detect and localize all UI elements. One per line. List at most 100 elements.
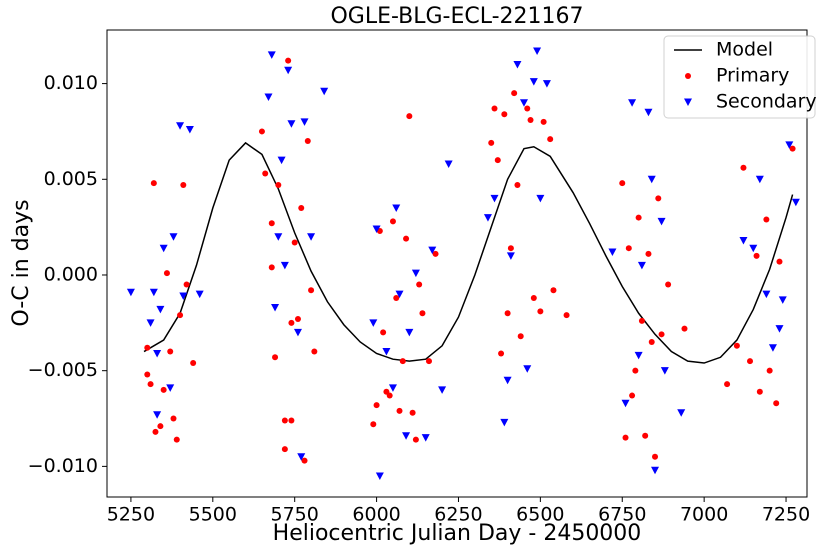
point bbox=[511, 90, 518, 97]
point bbox=[530, 294, 537, 301]
x-tick-label: 6750 bbox=[598, 504, 646, 526]
point bbox=[533, 47, 542, 56]
point bbox=[287, 120, 296, 128]
point bbox=[304, 138, 311, 145]
legend-marker bbox=[685, 73, 691, 79]
point bbox=[272, 354, 279, 361]
legend-box bbox=[663, 35, 816, 119]
x-tick-label: 6000 bbox=[352, 504, 400, 526]
point bbox=[523, 365, 532, 373]
y-axis-label: O-C in days bbox=[9, 199, 34, 326]
point bbox=[621, 399, 630, 408]
point bbox=[540, 118, 547, 125]
point bbox=[768, 344, 777, 352]
point bbox=[173, 436, 180, 443]
point bbox=[634, 351, 643, 360]
point bbox=[432, 250, 439, 257]
point bbox=[638, 317, 645, 324]
point bbox=[537, 308, 544, 315]
point bbox=[177, 312, 184, 319]
point bbox=[648, 338, 655, 345]
point bbox=[655, 195, 662, 202]
point bbox=[785, 141, 794, 149]
point bbox=[500, 418, 509, 427]
point bbox=[498, 350, 505, 357]
point bbox=[789, 145, 796, 152]
point bbox=[608, 248, 617, 257]
point bbox=[144, 344, 151, 351]
point bbox=[297, 453, 306, 461]
point bbox=[405, 328, 414, 337]
point bbox=[396, 407, 403, 414]
point bbox=[753, 252, 760, 259]
point bbox=[126, 288, 135, 297]
point bbox=[563, 312, 570, 319]
point bbox=[514, 182, 521, 189]
point bbox=[411, 269, 420, 278]
point bbox=[647, 175, 656, 184]
point bbox=[176, 122, 185, 130]
point bbox=[185, 126, 194, 134]
point bbox=[281, 417, 288, 424]
y-tick-label: −0.010 bbox=[28, 455, 98, 477]
chart-title: OGLE-BLG-ECL-221167 bbox=[330, 4, 583, 29]
point bbox=[157, 423, 164, 430]
point bbox=[660, 367, 669, 375]
point bbox=[438, 386, 447, 394]
point bbox=[152, 428, 159, 435]
point bbox=[380, 329, 387, 336]
point bbox=[285, 57, 292, 64]
point bbox=[527, 116, 534, 123]
x-tick-label: 5500 bbox=[189, 504, 237, 526]
point bbox=[386, 392, 393, 399]
point bbox=[389, 218, 396, 225]
point bbox=[373, 402, 380, 409]
point bbox=[370, 421, 377, 428]
point bbox=[288, 417, 295, 424]
point bbox=[733, 342, 740, 349]
point bbox=[147, 381, 154, 388]
point bbox=[300, 118, 309, 126]
point bbox=[763, 216, 770, 223]
x-tick-label: 5750 bbox=[271, 504, 319, 526]
point bbox=[264, 93, 273, 101]
point bbox=[153, 411, 162, 419]
y-tick-label: −0.005 bbox=[28, 359, 98, 381]
model-line bbox=[143, 141, 794, 364]
x-tick-label: 5250 bbox=[107, 504, 155, 526]
point bbox=[395, 290, 404, 299]
point bbox=[166, 384, 175, 392]
point bbox=[409, 409, 416, 416]
point bbox=[388, 384, 397, 392]
point bbox=[536, 194, 545, 203]
point bbox=[542, 80, 551, 88]
point bbox=[267, 51, 276, 59]
point bbox=[308, 287, 315, 294]
point bbox=[739, 237, 748, 245]
point bbox=[747, 358, 754, 365]
point bbox=[375, 472, 384, 480]
point bbox=[170, 415, 177, 422]
y-tick-label: 0.000 bbox=[44, 263, 98, 285]
point bbox=[444, 160, 453, 168]
point bbox=[159, 244, 168, 253]
point bbox=[402, 432, 411, 440]
point bbox=[293, 328, 302, 337]
x-tick-label: 7000 bbox=[680, 504, 728, 526]
point bbox=[529, 78, 538, 86]
point bbox=[167, 348, 174, 355]
point bbox=[637, 261, 646, 270]
point bbox=[144, 371, 151, 378]
point bbox=[644, 108, 653, 117]
point bbox=[635, 214, 642, 221]
point bbox=[755, 175, 764, 184]
y-tick-label: 0.010 bbox=[44, 72, 98, 94]
point bbox=[642, 432, 649, 439]
point bbox=[393, 294, 400, 301]
point bbox=[483, 214, 492, 222]
point bbox=[153, 349, 162, 358]
point bbox=[399, 358, 406, 365]
point bbox=[645, 250, 652, 257]
point bbox=[506, 252, 515, 260]
